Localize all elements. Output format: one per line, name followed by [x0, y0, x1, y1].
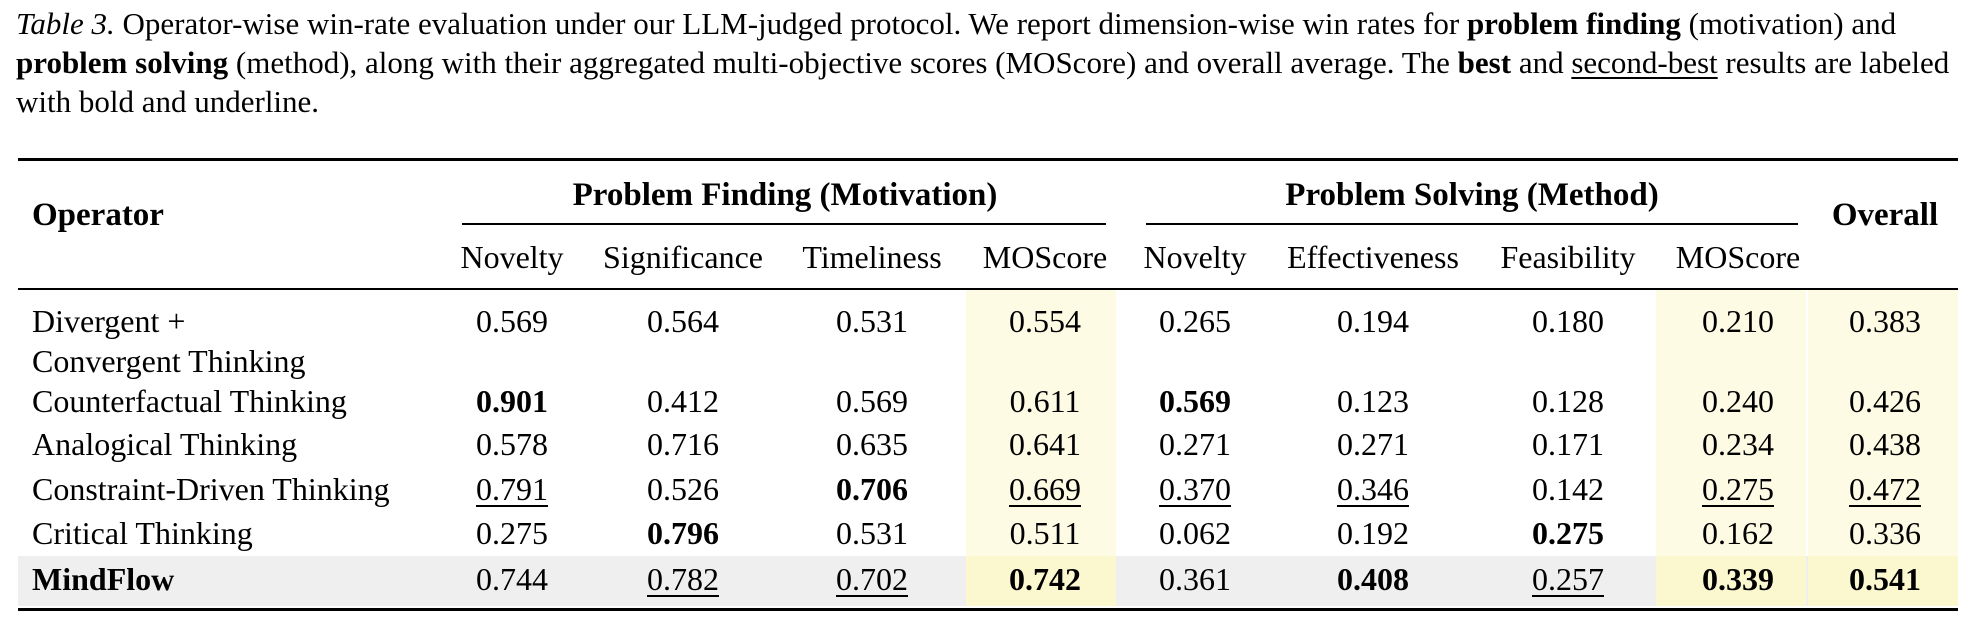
table-cell: 0.901 — [476, 383, 548, 419]
table-cell: 0.716 — [647, 426, 719, 462]
column-header: MOScore — [982, 239, 1108, 275]
table-cell: 0.194 — [1337, 303, 1409, 339]
table-cell: 0.531 — [836, 303, 908, 339]
caption-text: and — [1511, 45, 1572, 80]
operator-name: Analogical Thinking — [32, 426, 298, 462]
table-cell: 0.123 — [1337, 383, 1409, 419]
column-header: Effectiveness — [1287, 239, 1459, 275]
table-cell: 0.062 — [1159, 515, 1231, 551]
operator-name: Constraint-Driven Thinking — [32, 471, 390, 507]
table-cell: 0.271 — [1159, 426, 1231, 462]
table-cell: 0.706 — [836, 471, 908, 507]
table-cell: 0.531 — [836, 515, 908, 551]
table-cell: 0.408 — [1337, 561, 1409, 597]
column-header: Feasibility — [1500, 239, 1636, 275]
table-cell: 0.438 — [1849, 426, 1921, 462]
caption-underline-second-best: second-best — [1571, 45, 1718, 80]
table-cell: 0.171 — [1532, 426, 1604, 462]
table-cell: 0.412 — [647, 383, 719, 419]
table-cell: 0.635 — [836, 426, 908, 462]
overall-shade — [1808, 290, 1958, 606]
table-cell: 0.180 — [1532, 303, 1604, 339]
column-header: Novelty — [1143, 239, 1247, 275]
table-cell: 0.240 — [1702, 383, 1774, 419]
operator-name: MindFlow — [32, 561, 175, 597]
table-cell: 0.336 — [1849, 515, 1921, 551]
table-top-rule — [18, 158, 1958, 161]
mindflow-moscore-solving-shade — [1656, 556, 1806, 606]
header-overall: Overall — [1831, 197, 1939, 233]
table-cell: 0.361 — [1159, 561, 1231, 597]
table-cell: 0.275 — [476, 515, 548, 551]
table-cell: 0.275 — [1532, 515, 1604, 551]
table-cell: 0.426 — [1849, 383, 1921, 419]
caption-label: Table 3. — [16, 6, 115, 41]
table-cell: 0.554 — [1009, 303, 1081, 339]
header-group-solving: Problem Solving (Method) — [1285, 177, 1659, 213]
operator-name: Critical Thinking — [32, 515, 253, 551]
table-cell: 0.162 — [1702, 515, 1774, 551]
caption-bold-finding: problem finding — [1466, 6, 1681, 41]
table-cell: 0.669 — [1009, 471, 1081, 507]
table-cell: 0.578 — [476, 426, 548, 462]
table-cell: 0.472 — [1849, 471, 1921, 507]
table-cell: 0.271 — [1337, 426, 1409, 462]
table-cell: 0.641 — [1009, 426, 1081, 462]
operator-name: Divergent + — [32, 303, 186, 339]
table-cell: 0.142 — [1532, 471, 1604, 507]
table-cell: 0.210 — [1702, 303, 1774, 339]
operator-name: Counterfactual Thinking — [32, 383, 347, 419]
table-cell: 0.744 — [476, 561, 548, 597]
caption-text: (motivation) and — [1680, 6, 1897, 41]
table-cell: 0.569 — [476, 303, 548, 339]
caption-text: (method), along with their aggregated mu… — [228, 45, 1458, 80]
table-cell: 0.370 — [1159, 471, 1231, 507]
caption-text: Operator-wise win-rate evaluation under … — [114, 6, 1467, 41]
table-cell: 0.569 — [1159, 383, 1231, 419]
header-group-finding: Problem Finding (Motivation) — [572, 177, 998, 213]
table-header-rule — [18, 288, 1958, 290]
column-header: Novelty — [460, 239, 564, 275]
header-operator: Operator — [32, 197, 164, 233]
moscore-solving-shade — [1656, 290, 1806, 606]
table-cell: 0.511 — [1009, 515, 1081, 551]
table-cell: 0.275 — [1702, 471, 1774, 507]
table-cell: 0.383 — [1849, 303, 1921, 339]
table-cell: 0.569 — [836, 383, 908, 419]
table-cell: 0.541 — [1849, 561, 1921, 597]
finding-group-rule — [462, 223, 1106, 225]
moscore-finding-shade — [966, 290, 1116, 606]
table-cell: 0.257 — [1532, 561, 1604, 597]
column-header: Timeliness — [802, 239, 942, 275]
column-header: Significance — [603, 239, 763, 275]
table-cell: 0.346 — [1337, 471, 1409, 507]
table-cell: 0.526 — [647, 471, 719, 507]
table-cell: 0.796 — [647, 515, 719, 551]
table-cell: 0.611 — [1009, 383, 1081, 419]
table-cell: 0.564 — [647, 303, 719, 339]
table-cell: 0.702 — [836, 561, 908, 597]
caption-bold-best: best — [1457, 45, 1512, 80]
table-cell: 0.339 — [1702, 561, 1774, 597]
table-cell: 0.265 — [1159, 303, 1231, 339]
table-cell: 0.234 — [1702, 426, 1774, 462]
table-cell: 0.192 — [1337, 515, 1409, 551]
operator-name-line2: Convergent Thinking — [32, 343, 306, 379]
caption-text: results are labeled with bold and underl… — [16, 45, 1950, 119]
table-cell: 0.742 — [1009, 561, 1081, 597]
table-bottom-rule — [18, 608, 1958, 611]
table-caption: Table 3. Operator-wise win-rate evaluati… — [16, 4, 1960, 121]
column-header: MOScore — [1675, 239, 1801, 275]
mindflow-moscore-finding-shade — [966, 556, 1116, 606]
table-cell: 0.128 — [1532, 383, 1604, 419]
mindflow-overall-shade — [1808, 556, 1958, 606]
solving-group-rule — [1146, 223, 1798, 225]
table-cell: 0.782 — [647, 561, 719, 597]
table-cell: 0.791 — [476, 471, 548, 507]
caption-bold-solving: problem solving — [16, 45, 229, 80]
